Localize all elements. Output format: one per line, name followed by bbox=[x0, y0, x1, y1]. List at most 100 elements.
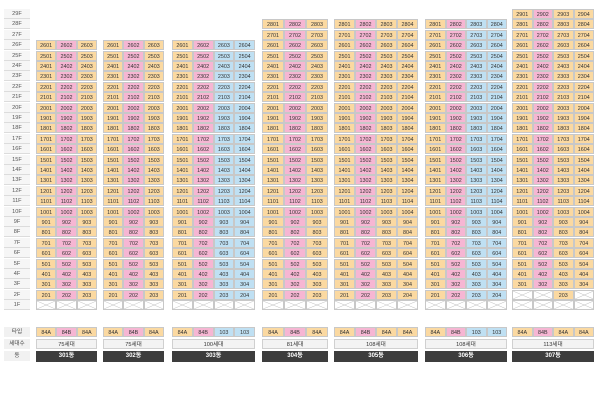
unit-cell: 2103 bbox=[143, 92, 164, 103]
unit-cell: 1201 bbox=[172, 185, 193, 196]
unit-cell: 2002 bbox=[192, 102, 214, 113]
unit-cell: 1504 bbox=[397, 154, 418, 165]
unit-cell: 2004 bbox=[234, 102, 255, 113]
type-cell: 84B bbox=[192, 326, 214, 337]
pilotis-cell bbox=[334, 300, 355, 311]
unit-cell: 2604 bbox=[573, 40, 594, 51]
unit-cell: 1401 bbox=[103, 165, 124, 175]
pilotis-cell bbox=[76, 300, 97, 311]
pilotis-cell bbox=[355, 300, 376, 311]
pilotis-cell bbox=[512, 289, 533, 300]
unit-cell: 2501 bbox=[512, 50, 533, 61]
unit-cell: 1403 bbox=[466, 165, 487, 175]
pilotis-cell bbox=[262, 300, 284, 311]
type-cell: 84B bbox=[445, 326, 466, 337]
unit-cell: 803 bbox=[213, 227, 235, 238]
unit-cell: 1803 bbox=[213, 123, 235, 134]
unit-cell: 1202 bbox=[445, 185, 466, 196]
unit-cell: 1903 bbox=[466, 113, 487, 123]
unit-cell: 2202 bbox=[123, 81, 144, 92]
floor-label: 21F bbox=[4, 92, 30, 103]
unit-cell: 2701 bbox=[262, 29, 284, 40]
unit-cell: 1801 bbox=[172, 123, 193, 134]
unit-cell: 1902 bbox=[123, 113, 144, 123]
unit-cell: 702 bbox=[192, 237, 214, 248]
unit-cell: 2203 bbox=[553, 81, 574, 92]
unit-cell: 1602 bbox=[532, 144, 553, 155]
unit-cell: 1403 bbox=[76, 165, 97, 175]
unit-cell: 601 bbox=[512, 248, 533, 259]
unit-cell: 1401 bbox=[512, 165, 533, 175]
unit-cell: 1103 bbox=[376, 196, 397, 207]
unit-cell: 2201 bbox=[36, 81, 57, 92]
unit-cell: 1703 bbox=[466, 133, 487, 144]
unit-cell: 1502 bbox=[445, 154, 466, 165]
unit-cell: 1702 bbox=[284, 133, 306, 144]
unit-cell: 1401 bbox=[425, 165, 446, 175]
unit-cell: 2001 bbox=[103, 102, 124, 113]
unit-cell: 1602 bbox=[123, 144, 144, 155]
unit-cell: 2203 bbox=[76, 81, 97, 92]
household-count: 75세대 bbox=[103, 338, 164, 349]
unit-cell: 1301 bbox=[36, 175, 57, 186]
unit-cell: 601 bbox=[262, 248, 284, 259]
unit-cell: 2202 bbox=[192, 81, 214, 92]
unit-cell: 303 bbox=[306, 279, 328, 290]
unit-cell: 2503 bbox=[76, 50, 97, 61]
unit-cell: 1602 bbox=[56, 144, 77, 155]
unit-cell: 2703 bbox=[306, 29, 328, 40]
unit-cell: 801 bbox=[172, 227, 193, 238]
unit-cell: 1102 bbox=[56, 196, 77, 207]
unit-cell: 601 bbox=[172, 248, 193, 259]
unit-cell: 401 bbox=[334, 269, 355, 279]
unit-cell: 601 bbox=[425, 248, 446, 259]
unit-cell: 1003 bbox=[553, 206, 574, 217]
unit-cell: 2103 bbox=[213, 92, 235, 103]
unit-cell: 801 bbox=[425, 227, 446, 238]
unit-cell: 502 bbox=[284, 258, 306, 269]
unit-cell: 1803 bbox=[466, 123, 487, 134]
unit-cell: 303 bbox=[553, 279, 574, 290]
unit-cell: 2202 bbox=[532, 81, 553, 92]
type-cell: 84B bbox=[284, 326, 306, 337]
unit-cell: 2104 bbox=[397, 92, 418, 103]
unit-cell: 1601 bbox=[334, 144, 355, 155]
unit-cell: 703 bbox=[376, 237, 397, 248]
dong-name: 303동 bbox=[172, 350, 255, 362]
household-count: 81세대 bbox=[262, 338, 328, 349]
unit-cell: 1202 bbox=[355, 185, 376, 196]
unit-cell: 2402 bbox=[56, 61, 77, 71]
household-count: 113세대 bbox=[512, 338, 594, 349]
floor-label: 2F bbox=[4, 289, 30, 300]
unit-cell: 1503 bbox=[143, 154, 164, 165]
floor-label: 6F bbox=[4, 248, 30, 259]
unit-cell: 601 bbox=[334, 248, 355, 259]
unit-cell: 502 bbox=[532, 258, 553, 269]
unit-cell: 1904 bbox=[486, 113, 507, 123]
unit-cell: 1304 bbox=[573, 175, 594, 186]
unit-cell: 1701 bbox=[334, 133, 355, 144]
unit-cell: 1302 bbox=[532, 175, 553, 186]
unit-cell: 1103 bbox=[76, 196, 97, 207]
unit-cell: 2304 bbox=[234, 71, 255, 82]
floor-label: 9F bbox=[4, 217, 30, 227]
pilotis-cell bbox=[512, 300, 533, 311]
type-cell: 103 bbox=[486, 326, 507, 337]
unit-cell: 2303 bbox=[306, 71, 328, 82]
row-label-dong: 동 bbox=[4, 351, 30, 361]
unit-cell: 1404 bbox=[234, 165, 255, 175]
unit-cell: 1204 bbox=[573, 185, 594, 196]
unit-cell: 2104 bbox=[573, 92, 594, 103]
unit-cell: 2804 bbox=[573, 19, 594, 30]
unit-cell: 2301 bbox=[425, 71, 446, 82]
row-label-type: 타입 bbox=[4, 327, 30, 337]
unit-cell: 1602 bbox=[192, 144, 214, 155]
unit-cell: 403 bbox=[376, 269, 397, 279]
unit-cell: 1801 bbox=[512, 123, 533, 134]
unit-cell: 603 bbox=[143, 248, 164, 259]
unit-cell: 2303 bbox=[553, 71, 574, 82]
type-cell: 103 bbox=[466, 326, 487, 337]
type-cell: 103 bbox=[234, 326, 255, 337]
unit-cell: 1001 bbox=[425, 206, 446, 217]
unit-cell: 2001 bbox=[425, 102, 446, 113]
